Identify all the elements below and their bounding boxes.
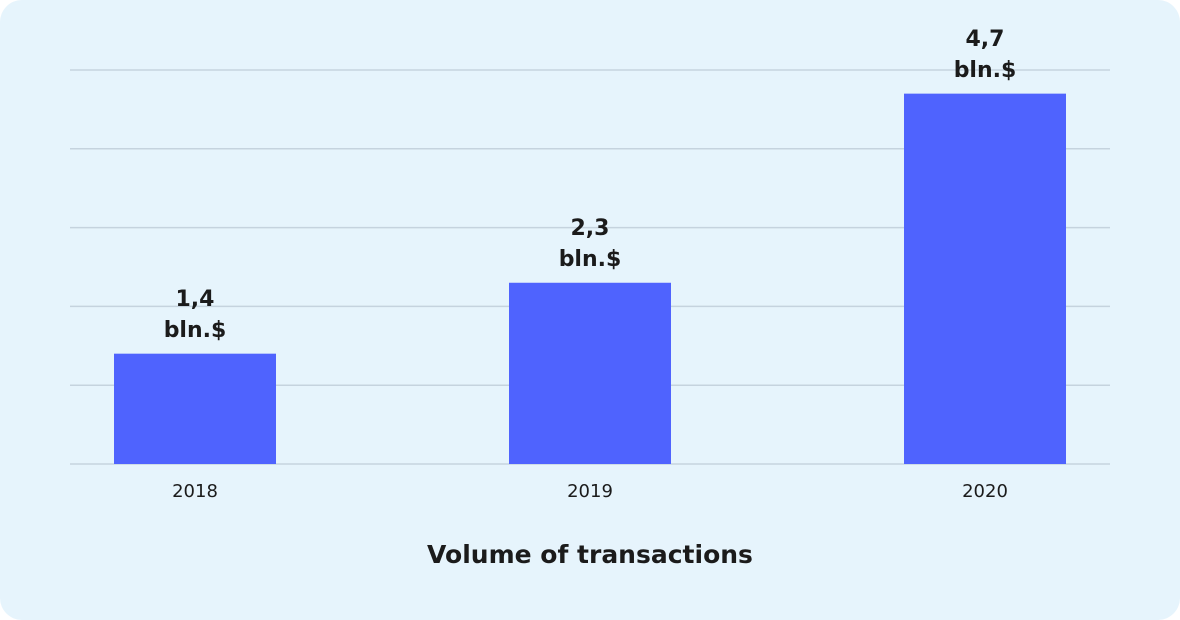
value-label: 1,4 bln.$: [163, 286, 227, 343]
x-tick-label: 2018: [172, 481, 218, 502]
x-tick-label: 2019: [567, 481, 613, 502]
bar: [509, 282, 671, 464]
bar: [114, 353, 276, 464]
x-tick-label: 2020: [962, 481, 1008, 502]
value-label: 2,3 bln.$: [558, 215, 622, 272]
value-label: 4,7 bln.$: [953, 26, 1017, 83]
bar: [904, 93, 1066, 464]
chart-title: Volume of transactions: [427, 540, 753, 569]
